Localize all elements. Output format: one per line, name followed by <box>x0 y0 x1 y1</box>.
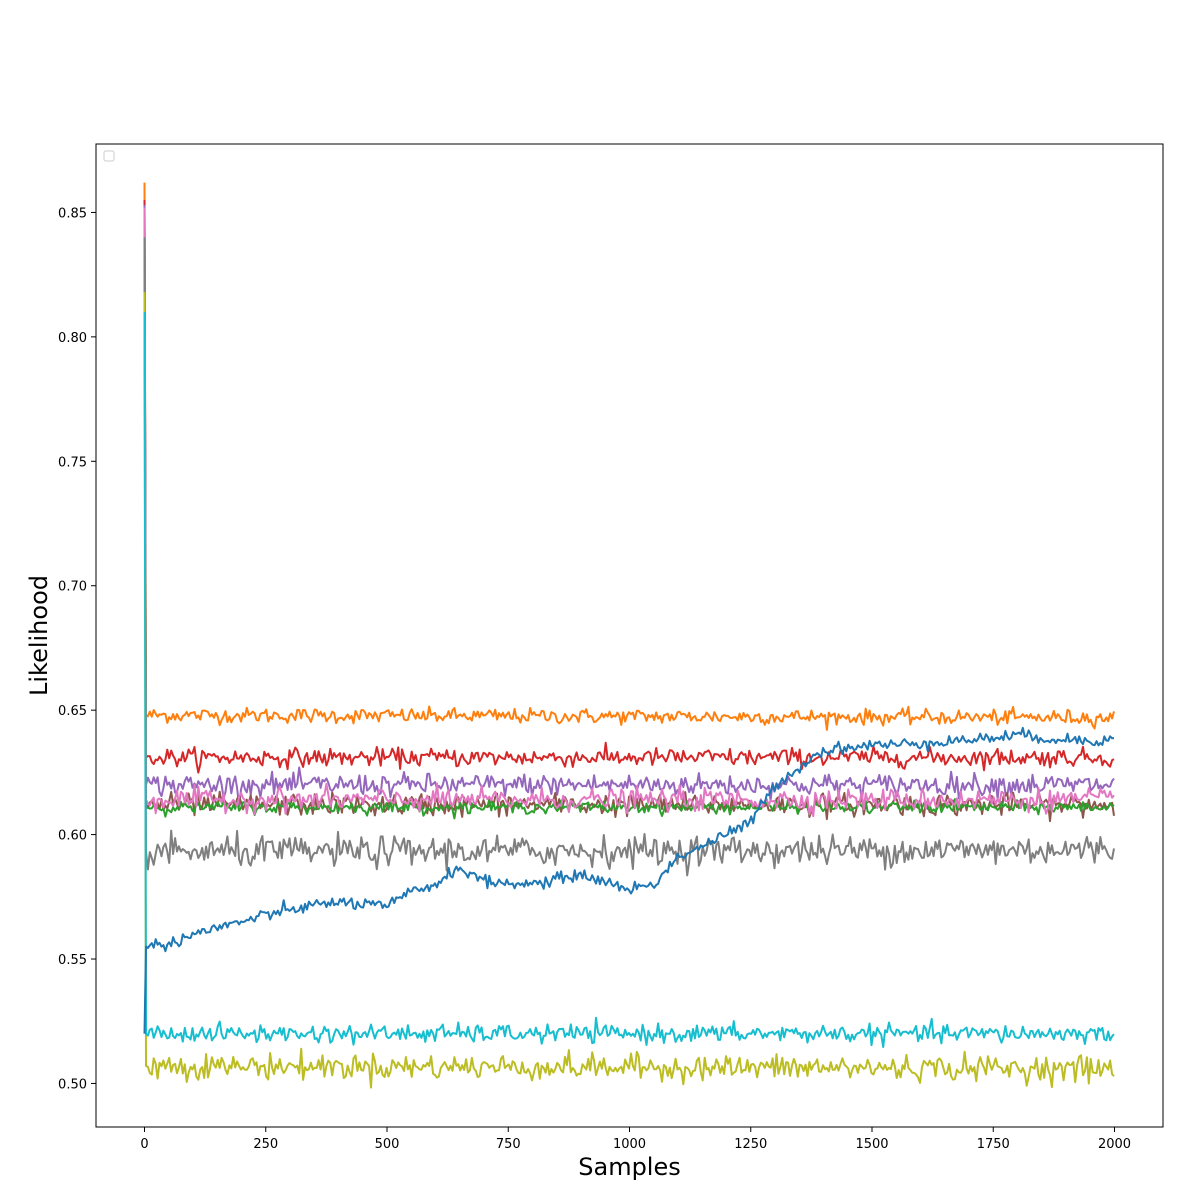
x-tick-label: 750 <box>496 1137 521 1152</box>
y-tick-label: 0.55 <box>58 953 87 968</box>
series-line-10 <box>143 726 1115 1034</box>
x-tick-label: 500 <box>375 1137 400 1152</box>
series-line-6 <box>143 207 1115 818</box>
y-tick-label: 0.65 <box>58 704 87 719</box>
x-tick-label: 1250 <box>734 1137 767 1152</box>
y-axis-label: Likelihood <box>25 575 53 696</box>
y-tick-label: 0.70 <box>58 580 87 595</box>
series-layer <box>143 182 1115 1089</box>
series-line-3 <box>143 204 1115 808</box>
y-tick-label: 0.50 <box>58 1077 87 1092</box>
plot-background <box>96 144 1163 1127</box>
y-tick-label: 0.75 <box>58 455 87 470</box>
series-line-5 <box>143 222 1115 820</box>
series-line-9 <box>143 311 1115 1048</box>
x-axis-label: Samples <box>578 1153 681 1181</box>
x-tick-label: 250 <box>253 1137 278 1152</box>
x-tick-label: 0 <box>140 1137 148 1152</box>
x-tick-label: 1500 <box>855 1137 888 1152</box>
legend-box <box>103 150 115 162</box>
y-tick-label: 0.60 <box>58 829 87 844</box>
y-axis: 0.50 0.55 0.60 0.65 0.70 0.75 0.80 0.85 <box>58 206 96 1092</box>
y-tick-label: 0.80 <box>58 331 87 346</box>
x-axis: 0 250 500 750 1000 1250 1500 1750 2000 <box>140 1127 1131 1152</box>
x-tick-label: 1000 <box>613 1137 646 1152</box>
x-tick-label: 1750 <box>977 1137 1010 1152</box>
series-line-2 <box>143 199 1115 774</box>
y-tick-label: 0.85 <box>58 206 87 221</box>
x-tick-label: 2000 <box>1098 1137 1131 1152</box>
series-line-1 <box>143 182 1115 731</box>
series-line-7 <box>143 237 1115 877</box>
series-line-8 <box>143 292 1115 1089</box>
